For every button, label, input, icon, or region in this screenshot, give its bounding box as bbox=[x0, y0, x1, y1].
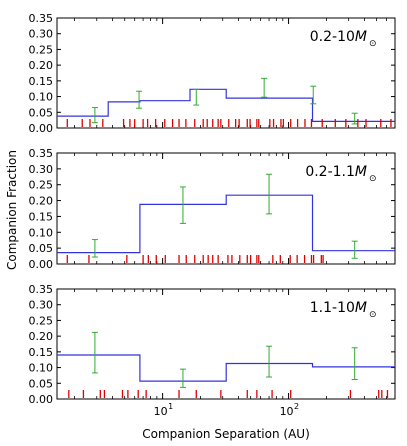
y-tick-label: 0.05 bbox=[29, 106, 54, 119]
y-tick-label: 0.05 bbox=[29, 242, 54, 255]
x-axis-label: Companion Separation (AU) bbox=[142, 427, 310, 441]
y-tick-label: 0.30 bbox=[29, 28, 54, 41]
y-tick-label: 0.30 bbox=[29, 163, 54, 176]
y-tick-label: 0.20 bbox=[29, 59, 54, 72]
y-tick-label: 0.00 bbox=[29, 122, 54, 135]
y-tick-label: 0.20 bbox=[29, 330, 54, 343]
panel-label: 1.1-10M bbox=[310, 300, 367, 316]
panel-1: 0.00 0.05 0.10 0.15 0.20 0.25 0.30 0.35 0.2-10M ⊙ bbox=[29, 12, 396, 135]
y-tick-label: 0.00 bbox=[29, 258, 54, 271]
y-tick-label: 0.25 bbox=[29, 179, 54, 192]
y-tick-label: 0.35 bbox=[29, 12, 54, 25]
panel-frame bbox=[56, 17, 396, 129]
y-tick-label: 0.35 bbox=[29, 283, 54, 296]
panel-label-subscript: ⊙ bbox=[369, 39, 377, 49]
y-tick-label: 0.00 bbox=[29, 393, 54, 406]
x-tick-label-exponent: 1 bbox=[168, 402, 173, 411]
panel-2: 0.00 0.05 0.10 0.15 0.20 0.25 0.30 0.35 0.2-1.1M… bbox=[29, 147, 396, 271]
panel-label: 0.2-10M bbox=[310, 29, 367, 45]
panel-frame bbox=[56, 152, 396, 265]
panel-label-subscript: ⊙ bbox=[369, 174, 377, 184]
y-tick-label: 0.15 bbox=[29, 210, 54, 223]
y-tick-label: 0.25 bbox=[29, 43, 54, 56]
y-axis-label: Companion Fraction bbox=[5, 150, 19, 270]
y-tick-label: 0.35 bbox=[29, 147, 54, 160]
panel-label-subscript: ⊙ bbox=[369, 310, 377, 320]
panel-frame bbox=[56, 288, 396, 400]
histogram-step bbox=[57, 88, 395, 122]
histogram-step bbox=[57, 354, 395, 382]
y-tick-label: 0.25 bbox=[29, 314, 54, 327]
panel-label-range: 0.2-10 bbox=[310, 29, 355, 45]
y-tick-label: 0.10 bbox=[29, 362, 54, 375]
x-tick-label: 10 bbox=[280, 405, 294, 418]
panel-label-range: 1.1-10 bbox=[310, 300, 355, 316]
panel-label-unit: M bbox=[355, 300, 367, 316]
y-tick-label: 0.10 bbox=[29, 91, 54, 104]
panel-label-unit: M bbox=[355, 164, 367, 180]
y-tick-label: 0.10 bbox=[29, 226, 54, 239]
panels-group: 0.000.050.100.150.200.250.300.350.2-10M ⊙… bbox=[29, 12, 396, 418]
y-tick-label: 0.15 bbox=[29, 75, 54, 88]
y-tick-label: 0.05 bbox=[29, 377, 54, 390]
histogram-step bbox=[57, 194, 395, 254]
x-tick-label: 10 bbox=[154, 405, 168, 418]
panel-label-range: 0.2-1.1 bbox=[305, 164, 355, 180]
panel-label: 0.2-1.1M bbox=[305, 164, 367, 180]
x-tick-label-exponent: 2 bbox=[294, 402, 299, 411]
y-tick-label: 0.15 bbox=[29, 346, 54, 359]
panel-label-unit: M bbox=[355, 29, 367, 45]
y-tick-label: 0.20 bbox=[29, 195, 54, 208]
y-tick-label: 0.30 bbox=[29, 299, 54, 312]
